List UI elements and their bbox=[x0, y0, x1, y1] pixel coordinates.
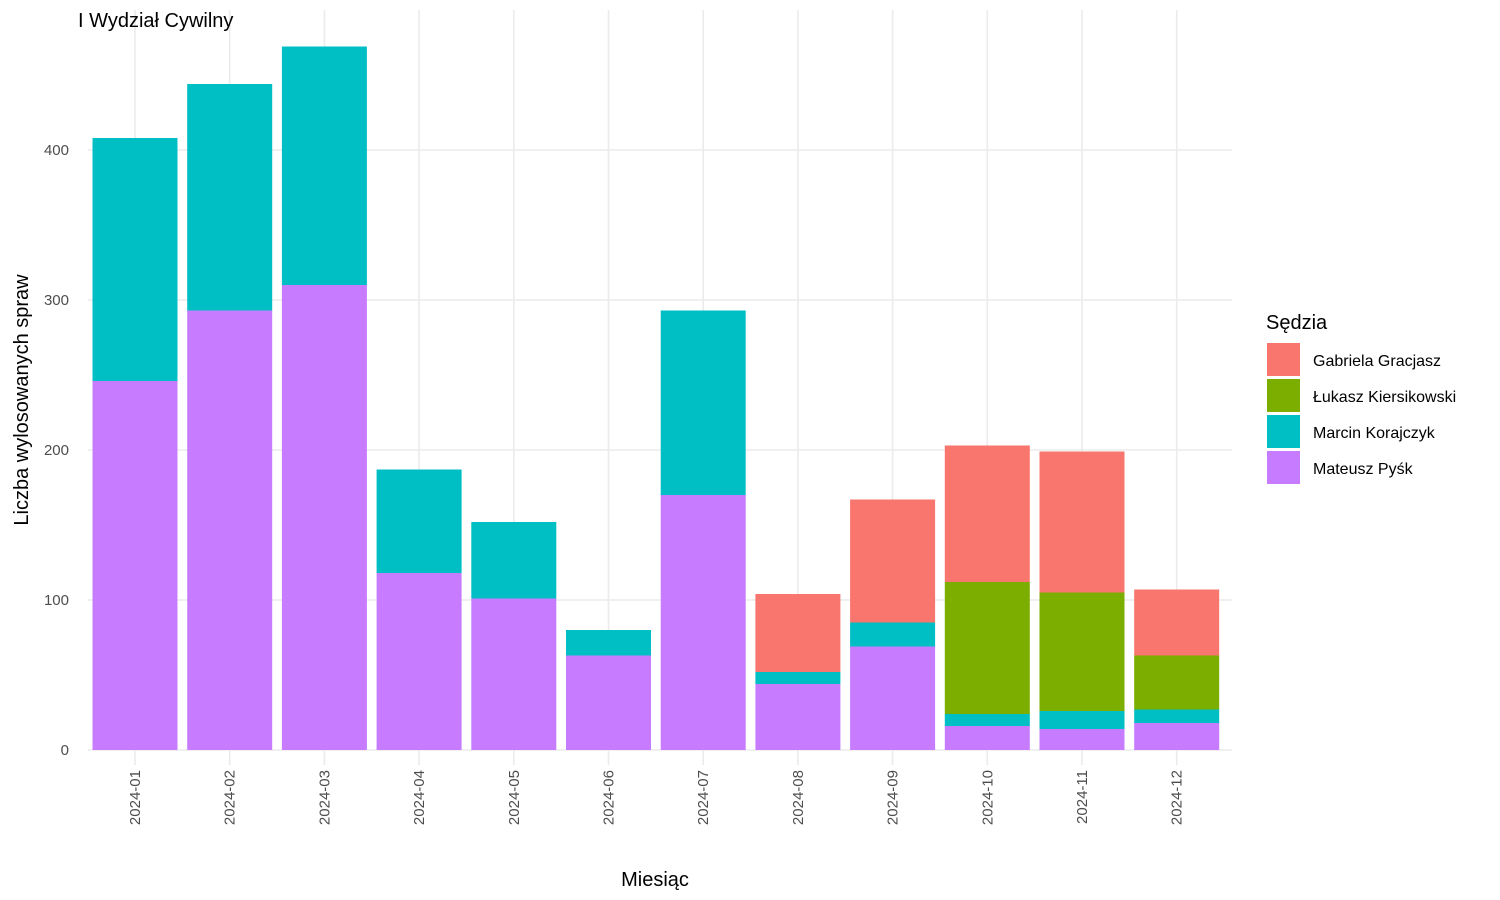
bar-2024-10-łukasz-kiersikowski bbox=[944, 582, 1030, 714]
legend-title: Sędzia bbox=[1266, 312, 1328, 334]
x-tick-label: 2024-08 bbox=[790, 770, 807, 825]
legend-label: Gabriela Gracjasz bbox=[1313, 353, 1441, 370]
bar-2024-04-marcin-korajczyk bbox=[376, 469, 462, 573]
chart-title: I Wydział Cywilny bbox=[78, 10, 233, 32]
bar-2024-09-marcin-korajczyk bbox=[850, 622, 936, 647]
bar-2024-01-marcin-korajczyk bbox=[92, 138, 178, 381]
x-tick-label: 2024-06 bbox=[601, 770, 618, 825]
bar-2024-11-łukasz-kiersikowski bbox=[1039, 592, 1125, 711]
bar-2024-07-marcin-korajczyk bbox=[660, 310, 746, 495]
bar-2024-09-gabriela-gracjasz bbox=[850, 499, 936, 623]
bar-2024-11-marcin-korajczyk bbox=[1039, 711, 1125, 729]
x-tick-label: 2024-01 bbox=[127, 770, 144, 825]
x-tick-label: 2024-09 bbox=[885, 770, 902, 825]
bar-2024-10-gabriela-gracjasz bbox=[944, 445, 1030, 582]
bar-2024-08-gabriela-gracjasz bbox=[755, 594, 841, 672]
bar-2024-05-marcin-korajczyk bbox=[471, 522, 557, 599]
bar-2024-08-marcin-korajczyk bbox=[755, 672, 841, 684]
bar-2024-12-mateusz-pyśk bbox=[1134, 723, 1220, 750]
bar-2024-12-marcin-korajczyk bbox=[1134, 709, 1220, 723]
y-axis-title: Liczba wylosowanych spraw bbox=[11, 274, 33, 526]
bar-2024-02-mateusz-pyśk bbox=[187, 310, 273, 750]
bar-2024-02-marcin-korajczyk bbox=[187, 84, 273, 311]
legend-label: Mateusz Pyśk bbox=[1313, 461, 1414, 478]
bar-2024-08-mateusz-pyśk bbox=[755, 684, 841, 750]
bar-2024-03-mateusz-pyśk bbox=[281, 285, 367, 750]
y-axis-ticks: 0 100 200 300 400 bbox=[44, 142, 69, 759]
x-tick-label: 2024-10 bbox=[979, 770, 996, 825]
x-tick-label: 2024-05 bbox=[506, 770, 523, 825]
bar-2024-06-mateusz-pyśk bbox=[566, 655, 651, 750]
bar-2024-05-mateusz-pyśk bbox=[471, 598, 557, 750]
y-tick-label: 300 bbox=[44, 292, 69, 309]
bar-2024-12-gabriela-gracjasz bbox=[1134, 589, 1220, 656]
x-axis-ticks: 2024-01 2024-02 2024-03 2024-04 2024-05 2024-… bbox=[127, 770, 1186, 825]
y-tick-label: 0 bbox=[61, 742, 69, 759]
legend-key bbox=[1267, 451, 1300, 484]
legend: Sędzia Gabriela Gracjasz Łukasz Kiersikow… bbox=[1266, 312, 1456, 484]
bar-2024-04-mateusz-pyśk bbox=[376, 573, 462, 750]
bar-2024-10-mateusz-pyśk bbox=[944, 726, 1030, 750]
bar-2024-03-marcin-korajczyk bbox=[281, 46, 367, 285]
legend-items: Gabriela Gracjasz Łukasz Kiersikowski Marc… bbox=[1267, 343, 1456, 484]
bar-2024-07-mateusz-pyśk bbox=[660, 495, 746, 750]
bar-2024-09-mateusz-pyśk bbox=[850, 646, 936, 750]
x-tick-label: 2024-04 bbox=[411, 770, 428, 825]
legend-label: Łukasz Kiersikowski bbox=[1313, 389, 1456, 406]
bar-2024-10-marcin-korajczyk bbox=[944, 714, 1030, 726]
x-tick-label: 2024-03 bbox=[316, 770, 333, 825]
bars bbox=[92, 46, 1220, 750]
y-tick-label: 100 bbox=[44, 592, 69, 609]
bar-2024-12-łukasz-kiersikowski bbox=[1134, 655, 1220, 710]
legend-key bbox=[1267, 343, 1300, 376]
bar-2024-01-mateusz-pyśk bbox=[92, 381, 178, 750]
x-tick-label: 2024-07 bbox=[695, 770, 712, 825]
bar-2024-06-marcin-korajczyk bbox=[566, 630, 651, 656]
legend-key bbox=[1267, 415, 1300, 448]
legend-label: Marcin Korajczyk bbox=[1313, 425, 1436, 442]
bar-2024-11-gabriela-gracjasz bbox=[1039, 451, 1125, 593]
x-axis-title: Miesiąc bbox=[621, 869, 689, 891]
legend-key bbox=[1267, 379, 1300, 412]
x-tick-label: 2024-12 bbox=[1169, 770, 1186, 825]
bar-2024-11-mateusz-pyśk bbox=[1039, 729, 1125, 750]
y-tick-label: 200 bbox=[44, 442, 69, 459]
x-tick-label: 2024-02 bbox=[222, 770, 239, 825]
y-tick-label: 400 bbox=[44, 142, 69, 159]
x-tick-label: 2024-11 bbox=[1074, 770, 1091, 824]
